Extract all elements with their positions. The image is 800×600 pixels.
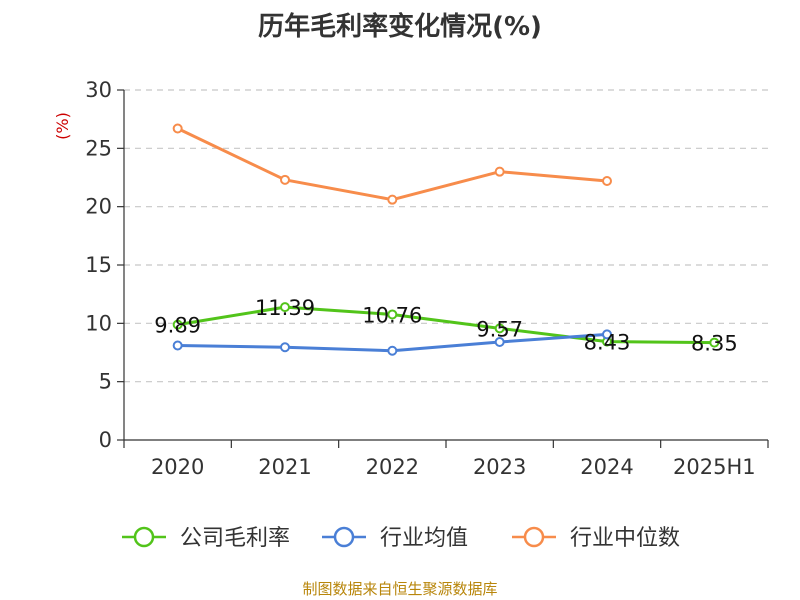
y-tick-label: 10 bbox=[85, 311, 112, 335]
y-tick-label: 0 bbox=[99, 428, 112, 452]
data-point bbox=[387, 194, 398, 205]
data-point bbox=[280, 342, 290, 353]
series-line-2 bbox=[177, 127, 608, 202]
x-tick-label: 2022 bbox=[366, 455, 419, 479]
legend-marker bbox=[333, 526, 355, 548]
grid-lines bbox=[124, 89, 768, 383]
data-point bbox=[387, 345, 398, 356]
data-label: 9.57 bbox=[476, 317, 523, 341]
x-tick-label: 2021 bbox=[258, 455, 311, 479]
chart-title: 历年毛利率变化情况(%) bbox=[258, 12, 542, 42]
data-point bbox=[494, 323, 505, 334]
data-label: 9.89 bbox=[154, 314, 201, 338]
axes: 0 5 10 15 20 25 30 2020 2021 2022 2023 2024 2025H1 (%… bbox=[53, 78, 769, 479]
x-tick-label: 2025H1 bbox=[673, 455, 756, 479]
legend-label: 公司毛利率 bbox=[180, 526, 290, 551]
source-note: 制图数据来自恒生聚源数据库 bbox=[302, 580, 498, 598]
data-point bbox=[172, 319, 183, 330]
y-axis-label: (%) bbox=[53, 112, 72, 140]
data-labels: 9.89 11.39 10.76 9.57 8.43 8.35 bbox=[154, 296, 737, 355]
data-label: 11.39 bbox=[255, 296, 315, 320]
legend-marker bbox=[133, 526, 155, 548]
data-point bbox=[172, 340, 183, 351]
x-tick-label: 2024 bbox=[580, 455, 633, 479]
x-tick-label: 2023 bbox=[473, 455, 526, 479]
data-point bbox=[494, 166, 505, 177]
data-point bbox=[387, 309, 398, 320]
data-point bbox=[602, 329, 612, 340]
series-lines bbox=[172, 123, 720, 356]
data-point bbox=[494, 337, 505, 347]
data-point bbox=[709, 337, 720, 348]
legend-marker bbox=[523, 526, 545, 548]
y-tick-label: 20 bbox=[85, 195, 112, 219]
x-tick-label: 2020 bbox=[151, 455, 204, 479]
legend-label: 行业均值 bbox=[380, 526, 468, 551]
series-line-0 bbox=[177, 305, 715, 345]
y-tick-label: 5 bbox=[99, 370, 112, 394]
y-tick-label: 25 bbox=[85, 136, 112, 160]
data-point bbox=[172, 123, 183, 134]
y-tick-label: 15 bbox=[85, 253, 112, 277]
data-label: 8.43 bbox=[584, 331, 631, 355]
y-tick-label: 30 bbox=[85, 78, 112, 102]
legend: 公司毛利率 行业均值 行业中位数 bbox=[122, 526, 680, 551]
data-point bbox=[280, 174, 290, 185]
data-point bbox=[280, 302, 290, 313]
data-point bbox=[602, 176, 612, 186]
data-label: 8.35 bbox=[691, 332, 738, 356]
legend-label: 行业中位数 bbox=[570, 526, 680, 551]
data-label: 10.76 bbox=[362, 303, 422, 327]
